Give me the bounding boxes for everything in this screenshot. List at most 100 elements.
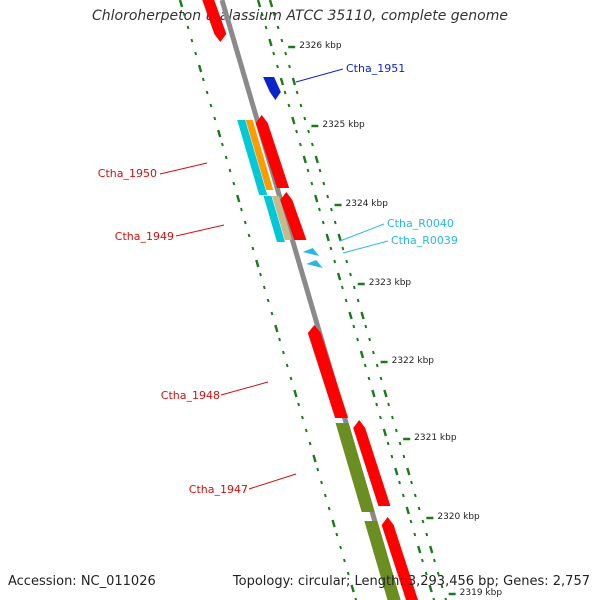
gc-dot [352,285,356,290]
gc-dot [186,25,190,30]
gc-dot [387,402,391,407]
tick-label: 2322 kbp [392,356,435,366]
gc-dot [303,116,307,121]
cog-block-b[interactable] [245,120,274,190]
gene-label-ctha-1948[interactable]: Ctha_1948 [161,389,220,402]
gc-dot [327,506,331,511]
gene-label-ctha-r0040[interactable]: Ctha_R0040 [387,217,454,230]
gc-dot [433,558,436,563]
gene-label-ctha-1947[interactable]: Ctha_1947 [189,483,248,496]
gc-dot [209,103,213,108]
genome-summary-text: Topology: circular; Length: 3,293,456 bp… [232,574,590,589]
gc-dot [283,90,287,95]
gc-dot [341,246,345,251]
gc-dot [182,12,186,17]
gc-dot [424,571,428,576]
gc-dot [301,415,304,420]
gc-dot [291,116,296,125]
gc-dot [363,363,367,368]
gc-dot [417,545,422,554]
gc-dot [299,103,303,108]
gc-dot [278,337,281,342]
gc-dot [247,233,251,238]
callout-ctha-1951 [295,68,344,83]
gc-dot [372,350,375,355]
cog-block-a[interactable] [237,120,268,195]
gene-block-bottom[interactable] [381,517,418,600]
gc-dot [295,129,298,134]
gc-dot [280,38,284,43]
gc-dot [322,181,326,186]
gc-dot [178,0,184,8]
gc-dot [282,350,285,355]
gene-label-ctha-1949[interactable]: Ctha_1949 [115,230,174,243]
gene-label-ctha-r0039[interactable]: Ctha_R0039 [391,234,458,247]
feature-blocks [201,0,418,600]
gc-dot [329,246,333,251]
gc-dot [321,220,325,225]
cog-block-c[interactable] [263,196,285,242]
tick-label: 2320 kbp [437,512,480,522]
gc-dot [359,350,365,359]
gene-block-ctha-1949[interactable] [280,192,307,240]
gc-dot [314,155,319,164]
gene-block-ctha-1948[interactable] [307,325,349,418]
tick-label: 2323 kbp [369,278,412,288]
gc-dot [295,90,299,95]
gc-dot [243,220,247,225]
gc-dot [213,116,217,121]
cog-block-f[interactable] [364,521,401,600]
gc-dot [335,532,339,537]
map-title: Chloroherpeton thalassium ATCC 35110, co… [92,8,508,24]
gc-dot [325,233,330,242]
gc-dot [368,337,371,342]
gc-dot [371,389,376,398]
gc-dot [333,259,337,264]
gene-block-ctha-1950[interactable] [255,115,290,188]
gc-dot [405,506,410,515]
gc-dot [346,571,350,576]
tick-label: 2321 kbp [414,433,457,443]
rna-r0040[interactable] [302,248,320,256]
gc-dot [409,519,413,524]
gene-label-ctha-1950[interactable]: Ctha_1950 [98,167,157,180]
gene-labels[interactable]: Ctha_1951 Ctha_1950 Ctha_1949 Ctha_R0040… [98,62,458,496]
gc-dot [375,402,379,407]
scale-ticks: 2326 kbp 2325 kbp 2324 kbp 2323 kbp 2322 kbp… [288,41,502,598]
gc-dot [307,129,310,134]
gc-dot [320,480,323,485]
gc-dot [205,90,209,95]
gc-dot [356,337,359,342]
callout-ctha-r0039 [342,240,389,254]
gc-dot [394,467,399,476]
gc-dot [251,246,255,251]
gc-dot [360,311,365,320]
gc-dot [413,493,417,498]
gc-dot [425,532,429,537]
gc-dot [352,324,356,329]
gc-dot [383,389,388,398]
gc-dot [436,571,440,576]
gc-dot [348,311,353,320]
gc-dot [293,389,298,398]
cog-block-d[interactable] [271,196,292,240]
gc-dot [228,168,232,173]
gene-block-ctha-1947[interactable] [353,420,391,506]
gc-dot [331,519,336,528]
gc-dot [398,480,401,485]
gene-label-ctha-1951[interactable]: Ctha_1951 [346,62,405,75]
callout-ctha-1949 [175,224,225,237]
rna-r0039[interactable] [306,260,323,268]
gc-dot [279,77,285,86]
gc-dot [336,272,342,281]
gc-dot [256,0,262,8]
gc-dot [240,207,243,212]
gc-dot [349,272,352,277]
gc-dot [428,584,433,593]
cog-block-e[interactable] [335,423,375,512]
gc-dot [285,363,289,368]
gene-block-ctha-1951[interactable] [263,77,281,100]
gc-dot [417,506,421,511]
gene-block-top[interactable] [201,0,227,42]
